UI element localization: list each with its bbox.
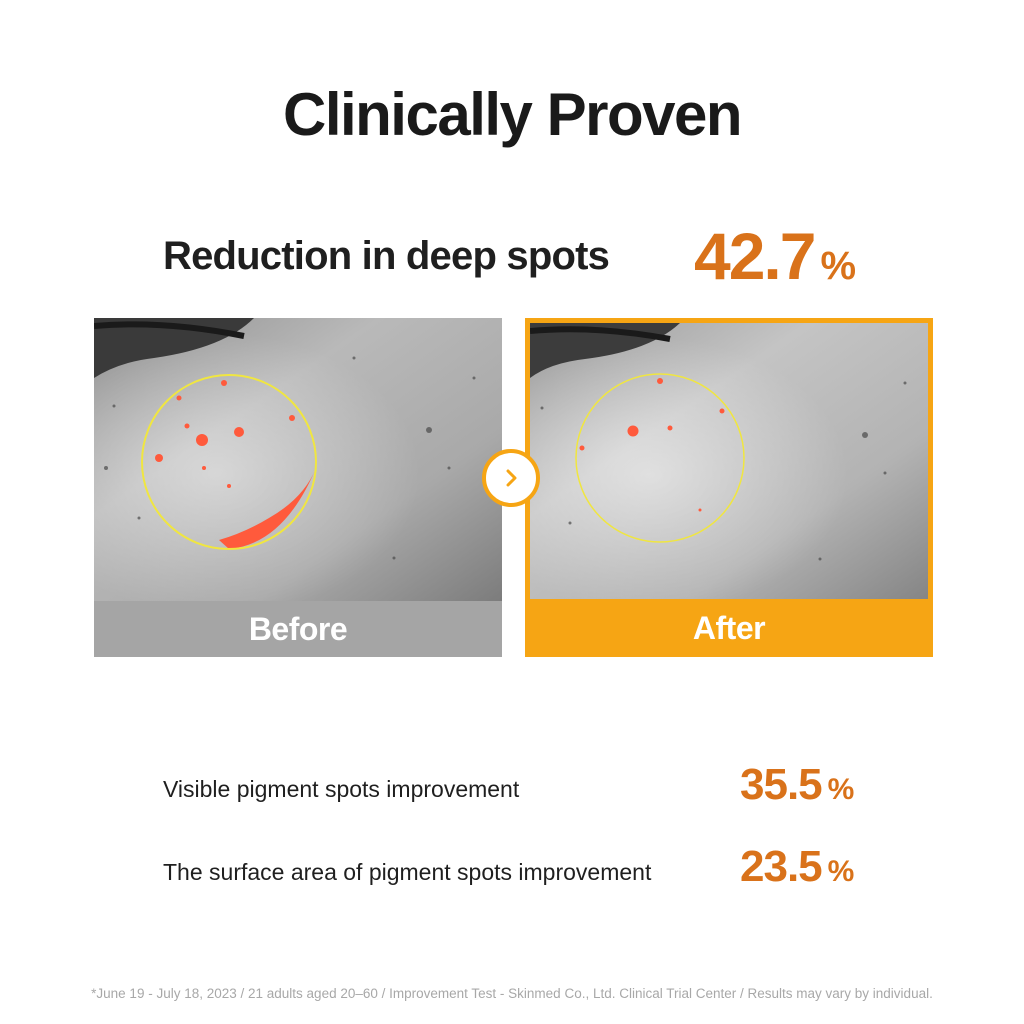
stat-value-surface-area: 23.5%	[740, 842, 855, 892]
footnote: *June 19 - July 18, 2023 / 21 adults age…	[91, 986, 933, 1001]
after-panel: After	[525, 318, 933, 657]
headline-label: Reduction in deep spots	[163, 234, 610, 278]
chevron-right-icon	[506, 469, 517, 487]
stat-unit: %	[827, 855, 855, 888]
headline-number: 42.7	[694, 219, 816, 293]
before-caption: Before	[248, 611, 348, 647]
before-panel: Before	[94, 318, 502, 657]
stat-unit: %	[827, 773, 855, 806]
after-caption: After	[692, 610, 766, 646]
headline-value: 42.7%	[694, 218, 856, 294]
stat-label-visible-spots: Visible pigment spots improvement	[163, 776, 520, 802]
headline-unit: %	[820, 244, 856, 288]
stat-value-visible-spots: 35.5%	[740, 760, 855, 810]
stat-number: 35.5	[740, 760, 823, 809]
stat-number: 23.5	[740, 842, 823, 891]
after-skin-image	[530, 323, 928, 599]
compare-arrow-button	[482, 449, 540, 507]
stat-label-surface-area: The surface area of pigment spots improv…	[163, 859, 652, 885]
before-skin-image	[94, 318, 502, 601]
page-title: Clinically Proven	[282, 81, 743, 148]
